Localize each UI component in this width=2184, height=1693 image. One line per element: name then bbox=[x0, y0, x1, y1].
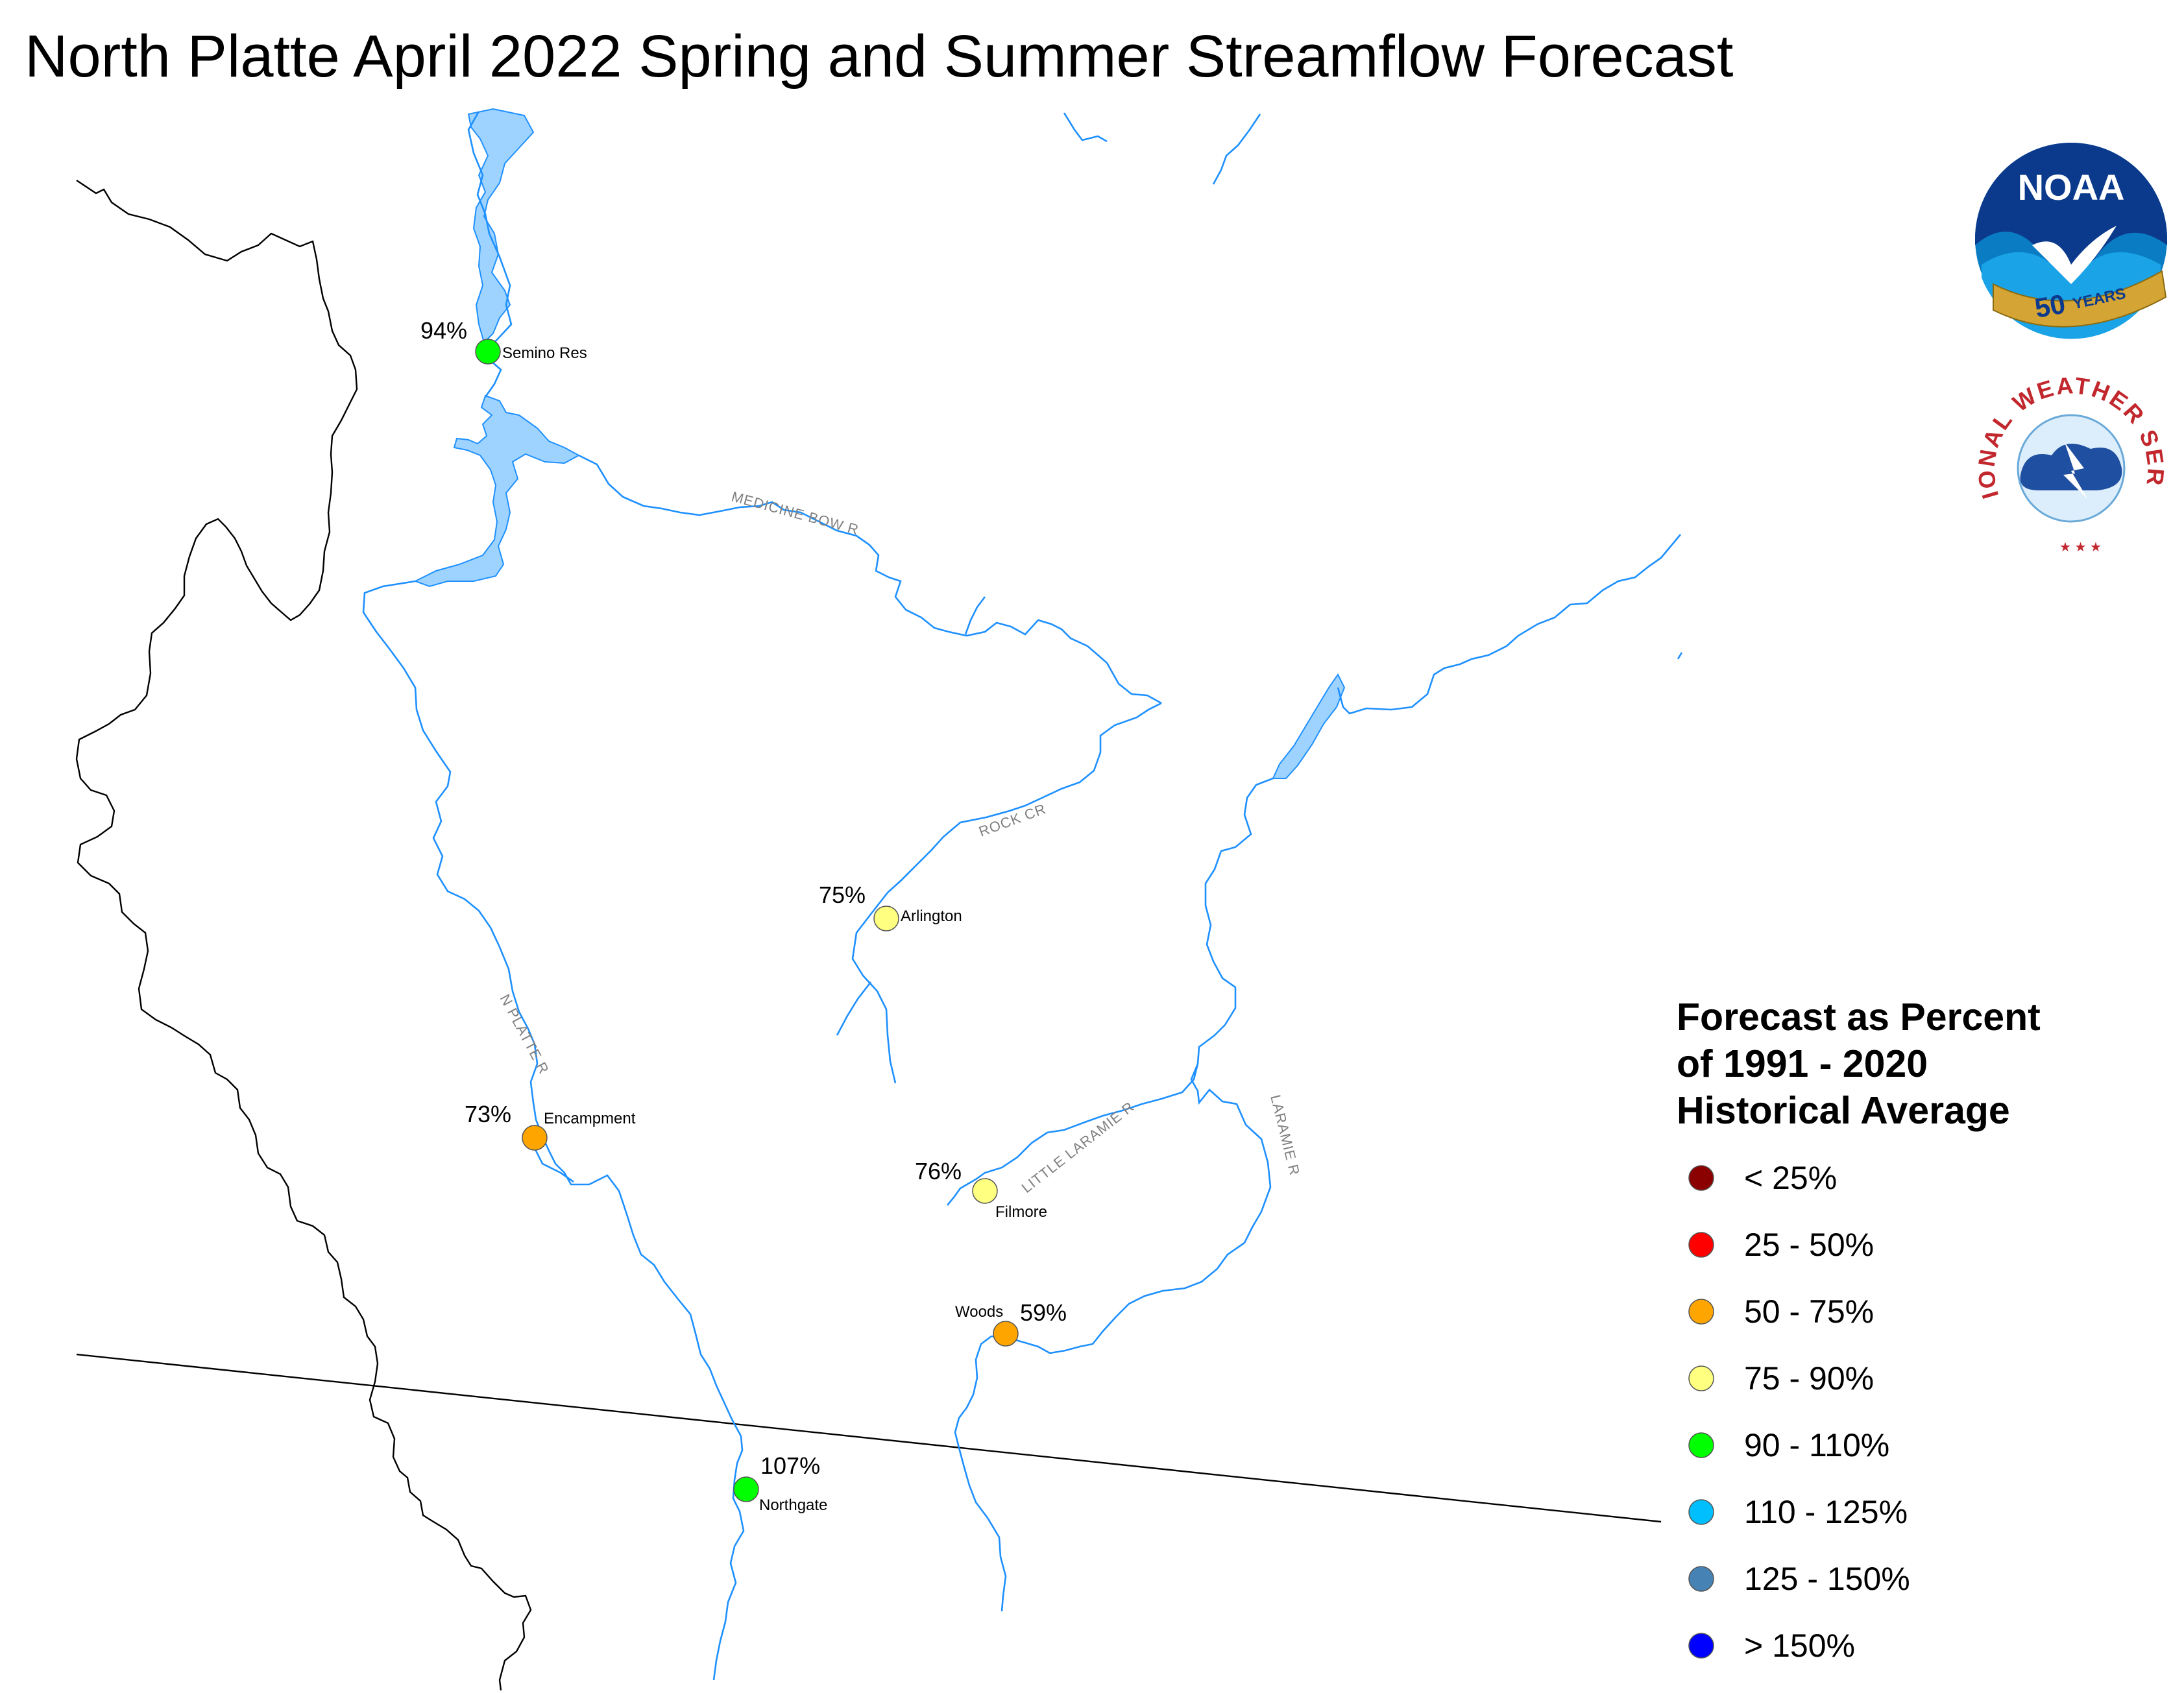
north-platte-river-upper bbox=[467, 111, 513, 398]
station-arlington[interactable]: 75% Arlington bbox=[819, 882, 962, 931]
laramie-river bbox=[991, 777, 1274, 1354]
legend-title-line-3: Historical Average bbox=[1677, 1089, 2010, 1132]
legend-label: 125 - 150% bbox=[1744, 1561, 1910, 1597]
legend-item: 90 - 110% bbox=[1688, 1427, 1889, 1463]
river-label-little-laramie: LITTLE LARAMIE R bbox=[1019, 1098, 1137, 1196]
station-marker[interactable] bbox=[475, 339, 501, 365]
legend-title-line-1: Forecast as Percent bbox=[1677, 996, 2041, 1039]
legend-items: < 25% 25 - 50% 50 - 75% 75 - 90% 90 - 110% 11… bbox=[1688, 1160, 1910, 1664]
medicine-bow-river bbox=[578, 454, 1162, 704]
station-semino-res[interactable]: 94% Semino Res bbox=[420, 317, 587, 365]
station-northgate[interactable]: 107% Northgate bbox=[733, 1452, 827, 1514]
noaa-logo-icon: NOAA 50 YEARS bbox=[1975, 143, 2167, 339]
station-marker[interactable] bbox=[972, 1178, 998, 1204]
station-marker[interactable] bbox=[993, 1321, 1019, 1347]
legend-swatch bbox=[1688, 1165, 1714, 1191]
river-label-n-platte: N PLATTE R bbox=[497, 992, 553, 1077]
legend-item: 125 - 150% bbox=[1688, 1561, 1910, 1597]
legend: Forecast as Percent of 1991 - 2020 Histo… bbox=[1677, 996, 2041, 1664]
river-label-rock-creek: ROCK CR bbox=[977, 800, 1048, 840]
legend-label: 75 - 90% bbox=[1744, 1360, 1874, 1397]
rock-creek bbox=[887, 702, 1162, 893]
river-label-laramie: LARAMIE R bbox=[1267, 1093, 1303, 1177]
encampment-river bbox=[533, 1147, 574, 1183]
legend-swatch bbox=[1688, 1432, 1714, 1458]
station-name: Semino Res bbox=[502, 344, 587, 362]
station-name: Woods bbox=[955, 1303, 1003, 1321]
river-network bbox=[362, 111, 1683, 1681]
station-marker[interactable] bbox=[873, 906, 899, 931]
legend-item: 110 - 125% bbox=[1688, 1494, 1908, 1530]
laramie-reservoir bbox=[1272, 673, 1346, 779]
legend-title-line-2: of 1991 - 2020 bbox=[1677, 1042, 1928, 1085]
station-percent: 107% bbox=[760, 1452, 820, 1479]
station-name: Arlington bbox=[901, 907, 962, 925]
station-woods[interactable]: 59% Woods bbox=[955, 1299, 1067, 1347]
station-percent: 76% bbox=[915, 1158, 962, 1184]
station-encampment[interactable]: 73% Encampment bbox=[465, 1101, 636, 1151]
north-platte-river bbox=[362, 580, 745, 1681]
station-percent: 94% bbox=[420, 317, 467, 344]
legend-swatch bbox=[1688, 1365, 1714, 1391]
legend-swatch bbox=[1688, 1499, 1714, 1525]
legend-item: 50 - 75% bbox=[1688, 1293, 1874, 1330]
station-name: Northgate bbox=[759, 1496, 827, 1514]
legend-label: 90 - 110% bbox=[1744, 1427, 1889, 1463]
legend-label: 25 - 50% bbox=[1744, 1227, 1874, 1263]
rock-creek-branch bbox=[836, 981, 872, 1036]
legend-swatch bbox=[1688, 1299, 1714, 1325]
nws-logo-icon: NATIONAL WEATHER SERVICE ★ ★ ★ bbox=[1972, 372, 2168, 565]
upper-tributary-2 bbox=[1212, 114, 1261, 185]
legend-item: < 25% bbox=[1688, 1160, 1837, 1196]
upper-tributary-1 bbox=[1063, 112, 1108, 143]
medicine-bow-tributary bbox=[964, 596, 986, 635]
legend-label: < 25% bbox=[1744, 1160, 1837, 1196]
laramie-river-upper-stub bbox=[1677, 652, 1683, 660]
station-percent: 59% bbox=[1020, 1299, 1067, 1326]
nws-stars: ★ ★ ★ bbox=[2059, 540, 2102, 555]
little-laramie-river bbox=[947, 1063, 1199, 1206]
legend-item: 25 - 50% bbox=[1688, 1227, 1874, 1263]
station-percent: 75% bbox=[819, 882, 866, 908]
station-percent: 73% bbox=[465, 1101, 511, 1127]
noaa-ribbon-number: 50 bbox=[2032, 289, 2067, 324]
river-label-medicine-bow: MEDICINE BOW R bbox=[730, 488, 861, 538]
station-name: Filmore bbox=[995, 1203, 1047, 1221]
legend-swatch bbox=[1688, 1633, 1714, 1659]
station-name: Encampment bbox=[544, 1110, 636, 1127]
legend-label: 110 - 125% bbox=[1744, 1494, 1908, 1530]
laramie-river-lower bbox=[954, 1335, 1007, 1612]
pathfinder-reservoir bbox=[413, 394, 581, 588]
state-line bbox=[76, 1353, 1662, 1523]
legend-item: > 150% bbox=[1688, 1627, 1855, 1664]
legend-label: 50 - 75% bbox=[1744, 1293, 1874, 1330]
legend-item: 75 - 90% bbox=[1688, 1360, 1874, 1397]
legend-label: > 150% bbox=[1744, 1627, 1855, 1664]
legend-swatch bbox=[1688, 1566, 1714, 1592]
station-filmore[interactable]: 76% Filmore bbox=[915, 1158, 1047, 1221]
seminoe-reservoir-upper bbox=[467, 108, 535, 344]
station-marker[interactable] bbox=[522, 1125, 548, 1151]
legend-swatch bbox=[1688, 1232, 1714, 1258]
station-marker[interactable] bbox=[733, 1476, 759, 1502]
laramie-river-upper bbox=[1337, 534, 1681, 715]
basin-border bbox=[75, 180, 532, 1691]
map-title: North Platte April 2022 Spring and Summe… bbox=[25, 23, 1733, 90]
noaa-logo-text: NOAA bbox=[2018, 167, 2125, 208]
